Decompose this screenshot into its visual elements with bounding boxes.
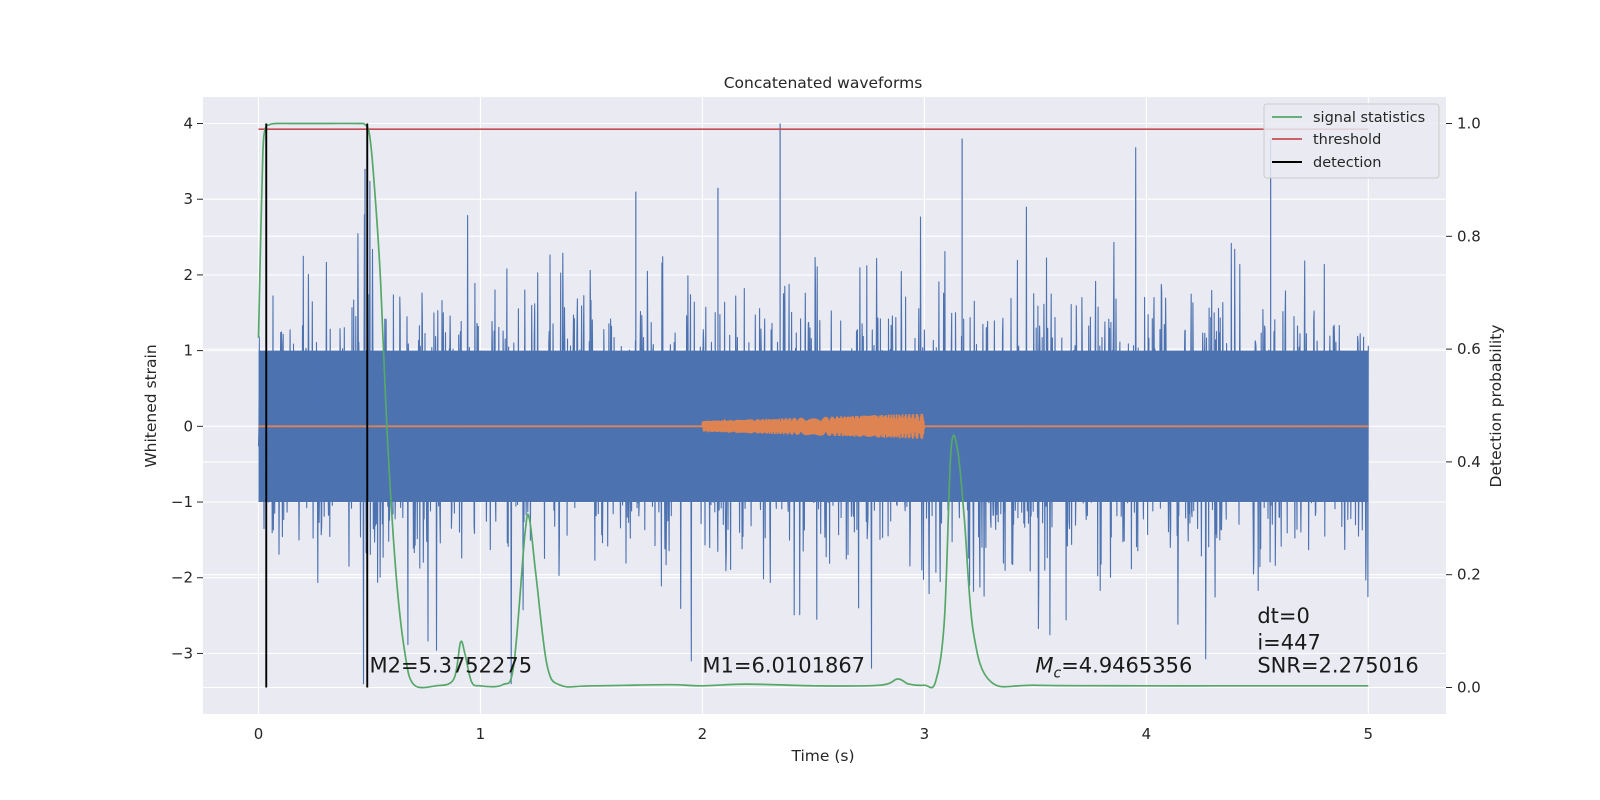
chart-title: Concatenated waveforms	[724, 74, 923, 92]
axes-text: Concatenated waveforms Time (s) Whitened…	[142, 74, 1505, 765]
y2-axis-label: Detection probability	[1487, 325, 1505, 488]
x-tick-label: 1	[476, 725, 486, 743]
legend: signal statistics threshold detection	[1263, 103, 1440, 179]
legend-label-signal: signal statistics	[1313, 110, 1425, 126]
signal-statistics-line	[257, 122, 1369, 689]
template-chirp	[701, 413, 926, 440]
y2-tick-label: 0.8	[1457, 227, 1481, 245]
legend-label-threshold: threshold	[1313, 132, 1381, 148]
annotation-snr: SNR=2.275016	[1257, 653, 1418, 677]
x-tick-label: 4	[1142, 725, 1152, 743]
x-tick-label: 5	[1364, 725, 1374, 743]
ticks: 0 1 2 3 4 5 −3 −2 −1 0 1 2 3 4 0.0 0.2 0.4 0.6 0.8 1.0	[171, 114, 1481, 743]
x-tick-label: 3	[920, 725, 930, 743]
annotation-i: i=447	[1257, 631, 1321, 655]
annotation-mc: Mc=4.9465356	[1035, 653, 1192, 681]
y-tick-label: 2	[183, 266, 193, 284]
y2-tick-label: 0.6	[1457, 340, 1481, 358]
y-tick-label: 0	[183, 417, 193, 435]
x-tick-label: 2	[698, 725, 708, 743]
legend-label-detection: detection	[1313, 155, 1381, 171]
y2-tick-label: 0.4	[1457, 453, 1481, 471]
y2-tick-label: 0.2	[1457, 566, 1481, 584]
y-tick-label: 3	[183, 190, 193, 208]
y-tick-label: −2	[171, 569, 193, 587]
annotation-layer: M2=5.3752275 M1=6.0101867 Mc=4.9465356 d…	[369, 604, 1418, 681]
y-axis-label: Whitened strain	[142, 344, 160, 467]
annotation-m2: M2=5.3752275	[369, 653, 532, 677]
y2-tick-label: 1.0	[1457, 115, 1481, 133]
legend-box	[1263, 103, 1440, 179]
x-tick-label: 0	[254, 725, 264, 743]
strain-noise-line	[257, 147, 1369, 685]
annotation-m1: M1=6.0101867	[702, 653, 865, 677]
lines-layer	[257, 122, 1369, 689]
y-tick-label: 1	[183, 342, 193, 360]
x-axis-label: Time (s)	[790, 747, 854, 765]
annotation-mc-symbol: M	[1035, 653, 1053, 677]
annotation-mc-value: =4.9465356	[1061, 653, 1192, 677]
y2-tick-label: 0.0	[1457, 678, 1481, 696]
annotation-dt: dt=0	[1257, 604, 1310, 628]
y-tick-label: 4	[183, 114, 193, 132]
y-tick-label: −1	[171, 493, 193, 511]
annotation-mc-subscript: c	[1053, 665, 1061, 681]
y-tick-label: −3	[171, 644, 193, 662]
